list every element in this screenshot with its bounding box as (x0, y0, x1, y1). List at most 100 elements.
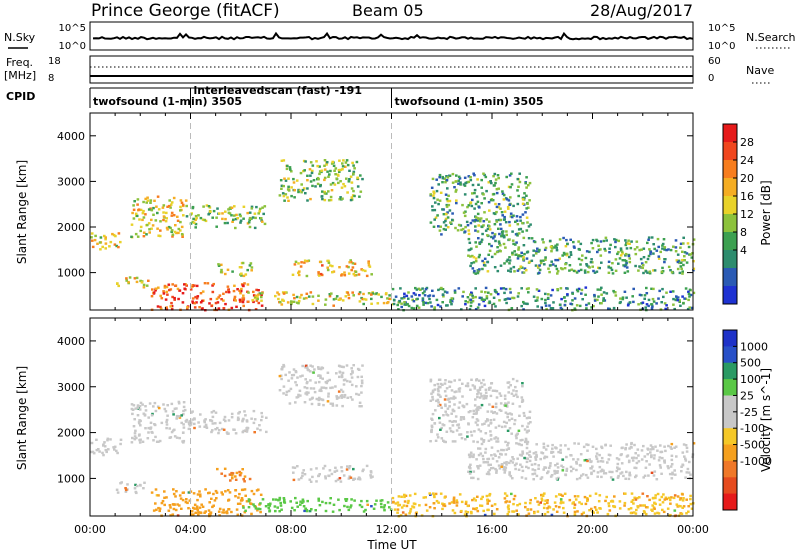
power-swatch (723, 250, 737, 269)
power-swatch (723, 178, 737, 197)
velocity-echo-region (291, 464, 374, 483)
station-title: Prince George (fitACF) (91, 1, 280, 21)
power-echo-region (291, 259, 373, 278)
power-colorbar-label: Power [dB] (759, 180, 773, 245)
velocity-swatch (723, 362, 737, 380)
nave-tick-top: 60 (708, 56, 721, 67)
velocity-swatch (723, 477, 737, 495)
power-swatch (723, 268, 737, 287)
power-swatch (723, 286, 737, 305)
date-title: 28/Aug/2017 (590, 1, 693, 20)
power-echo-region (278, 159, 364, 202)
cpid-strip: CPID twofsound (1-min) 3505interleavedsc… (6, 84, 693, 108)
velocity-echo-region (467, 441, 696, 481)
velocity-panel: 1000 2000 3000 4000 Slant Range [km] (15, 317, 696, 518)
velocity-swatch (723, 428, 737, 445)
power-echo-region (242, 291, 394, 307)
power-echo-region (217, 261, 254, 278)
velocity-tick-label: -500 (740, 439, 765, 452)
power-colorbar: 28 24 20 16 12 8 4 (722, 123, 754, 305)
velocity-swatch (723, 444, 737, 462)
power-echo-region (429, 172, 532, 239)
power-tick-label: 24 (740, 154, 754, 167)
velocity-ylabel: Slant Range [km] (15, 366, 29, 470)
nsky-tick-bottom: 10^0 (59, 41, 86, 52)
x-tick-label: 00:00 (74, 523, 106, 536)
power-tick-label: 20 (740, 172, 754, 185)
power-ylabel: Slant Range [km] (15, 160, 29, 264)
power-swatch (723, 214, 737, 233)
power-ytick-label: 3000 (57, 175, 85, 188)
velocity-swatch (723, 395, 737, 413)
freq-label: Freq. (6, 56, 33, 69)
power-swatch (723, 142, 737, 161)
power-tick-label: 16 (740, 190, 754, 203)
power-echo-region (130, 195, 188, 239)
x-axis: 00:00 04:00 08:00 12:00 16:00 20:00 00:00 (74, 113, 709, 536)
power-swatch (723, 232, 737, 251)
velocity-echo-region (115, 481, 146, 495)
velocity-swatch (723, 346, 737, 364)
freq-tick-bottom: 8 (48, 73, 54, 84)
velocity-echo-region (216, 467, 252, 483)
power-swatch (723, 160, 737, 179)
velocity-colorbar: 1000 500 100 25 -25 -100 -500 -1000 (722, 329, 772, 511)
power-echo-region (150, 282, 264, 312)
power-swatch (723, 196, 737, 215)
nsky-tick-top: 10^5 (59, 23, 86, 34)
velocity-ytick-label: 4000 (57, 335, 85, 348)
velocity-colorbar-label: Velocity [m s^-1] (759, 368, 773, 472)
velocity-swatch (723, 460, 737, 478)
velocity-tick-label: 500 (740, 357, 761, 370)
power-ytick-label: 4000 (57, 130, 85, 143)
velocity-tick-label: -100 (740, 422, 765, 435)
cpid-label: CPID (6, 90, 35, 103)
power-echo-region (90, 232, 122, 251)
power-swatch (723, 124, 737, 143)
x-tick-label: 08:00 (275, 523, 307, 536)
nsky-label: N.Sky (4, 31, 36, 44)
nave-label: Nave (746, 64, 774, 77)
power-panel: 1000 2000 3000 4000 Slant Range [km] (15, 112, 696, 312)
x-tick-label: 00:00 (677, 523, 709, 536)
velocity-tick-label: 1000 (740, 340, 768, 353)
x-tick-label: 12:00 (376, 523, 408, 536)
velocity-swatch (723, 379, 737, 396)
freq-unit: [MHz] (4, 69, 36, 82)
velocity-ytick-label: 2000 (57, 427, 85, 440)
velocity-tick-label: -25 (740, 406, 758, 419)
freq-strip: Freq. [MHz] 18 8 60 0 Nave (4, 55, 774, 84)
nsearch-tick-bottom: 10^0 (708, 41, 735, 52)
velocity-ytick-label: 1000 (57, 472, 85, 485)
power-echo-region (391, 286, 696, 312)
power-ytick-label: 1000 (57, 267, 85, 280)
velocity-echo-region (242, 496, 393, 513)
velocity-echo-region (429, 377, 532, 444)
velocity-swatch (723, 493, 737, 511)
cpid-segment-label: twofsound (1-min) 3505 (93, 95, 242, 108)
velocity-tick-label: -1000 (740, 455, 772, 468)
nave-tick-bottom: 0 (708, 73, 714, 84)
velocity-echo-region (185, 409, 268, 435)
velocity-echo-region (150, 488, 263, 518)
velocity-echo-region (130, 400, 188, 444)
velocity-swatch (723, 411, 737, 429)
cpid-segment-label: twofsound (1-min) 3505 (395, 95, 544, 108)
nsky-line (92, 31, 694, 41)
power-tick-label: 28 (740, 136, 754, 149)
velocity-swatch (723, 330, 737, 347)
power-echo-region (185, 204, 267, 230)
x-tick-label: 04:00 (175, 523, 207, 536)
x-tick-label: 20:00 (577, 523, 609, 536)
x-axis-label: Time UT (366, 538, 417, 552)
cpid-segment-label: interleavedscan (fast) -191 (194, 84, 362, 97)
nsky-strip: N.Sky 10^5 10^0 10^5 10^0 N.Search (4, 21, 796, 52)
power-echo-region (467, 236, 696, 275)
velocity-ytick-label: 3000 (57, 381, 85, 394)
power-tick-label: 8 (740, 226, 747, 239)
velocity-echo-region (90, 437, 123, 457)
velocity-tick-label: 100 (740, 373, 761, 386)
power-ytick-label: 2000 (57, 221, 85, 234)
nsearch-label: N.Search (746, 31, 796, 44)
velocity-echo-region (278, 363, 364, 408)
